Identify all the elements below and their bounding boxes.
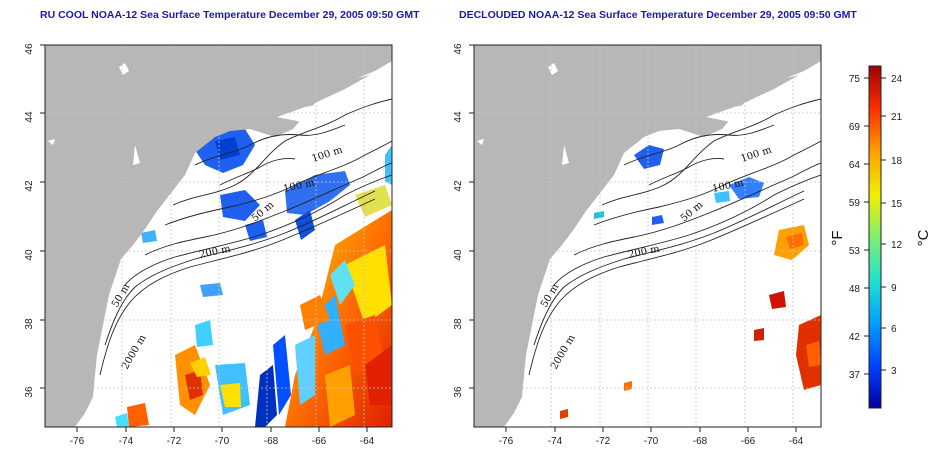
lon-tick-label: -66 <box>741 436 756 447</box>
tick-marks <box>40 44 797 432</box>
colorbar-gradient <box>868 65 882 409</box>
fahrenheit-tick: 42 <box>849 332 861 343</box>
fahrenheit-tick: 48 <box>849 284 861 295</box>
right-x-axis: -76 -74 -72 -70 -68 -66 -64 <box>499 436 804 447</box>
lon-tick-label: -64 <box>360 436 375 447</box>
lon-tick-label: -70 <box>644 436 659 447</box>
lon-tick-label: -68 <box>693 436 708 447</box>
celsius-tick: 3 <box>891 366 897 377</box>
lat-tick-label: 40 <box>453 249 464 261</box>
left-y-axis: 46 44 42 40 38 36 <box>24 43 35 398</box>
right-panel-title: DECLOUDED NOAA-12 Sea Surface Temperatur… <box>459 9 857 21</box>
celsius-tick: 12 <box>891 240 903 251</box>
lat-tick-label: 38 <box>453 318 464 330</box>
lon-tick-label: -68 <box>264 436 279 447</box>
fahrenheit-tick: 37 <box>849 370 861 381</box>
celsius-tick: 9 <box>891 283 897 294</box>
lon-tick-label: -74 <box>119 436 134 447</box>
fahrenheit-tick: 64 <box>849 160 861 171</box>
right-y-axis: 46 44 42 40 38 36 <box>453 43 464 398</box>
lon-tick-label: -64 <box>789 436 804 447</box>
lat-tick-label: 44 <box>24 111 35 123</box>
fahrenheit-unit-label: °F <box>829 230 846 245</box>
lon-tick-label: -74 <box>548 436 563 447</box>
lat-tick-label: 40 <box>24 249 35 261</box>
fahrenheit-tick: 75 <box>849 74 861 85</box>
left-map-panel <box>44 44 393 428</box>
fahrenheit-tick: 69 <box>849 122 861 133</box>
fahrenheit-tick: 53 <box>849 246 861 257</box>
left-x-axis: -76 -74 -72 -70 -68 -66 -64 <box>70 436 375 447</box>
celsius-tick: 18 <box>891 156 903 167</box>
left-sst-data <box>115 125 392 427</box>
celsius-tick: 21 <box>891 112 903 123</box>
right-map-panel <box>473 44 822 428</box>
lat-tick-label: 44 <box>453 111 464 123</box>
lon-tick-label: -76 <box>499 436 514 447</box>
left-panel-title: RU COOL NOAA-12 Sea Surface Temperature … <box>40 9 420 21</box>
lat-tick-label: 42 <box>453 180 464 192</box>
lon-tick-label: -66 <box>312 436 327 447</box>
lat-tick-label: 46 <box>453 43 464 55</box>
lat-tick-label: 42 <box>24 180 35 192</box>
lon-tick-label: -72 <box>596 436 611 447</box>
lat-tick-label: 46 <box>24 43 35 55</box>
lon-tick-label: -70 <box>215 436 230 447</box>
lon-tick-label: -76 <box>70 436 85 447</box>
lat-tick-label: 38 <box>24 318 35 330</box>
lon-tick-label: -72 <box>167 436 182 447</box>
colorbar: 75 69 64 59 53 48 42 37 24 21 18 15 12 9… <box>829 65 932 409</box>
fahrenheit-tick: 59 <box>849 198 861 209</box>
celsius-tick: 24 <box>891 74 903 85</box>
celsius-tick: 15 <box>891 199 903 210</box>
lat-tick-label: 36 <box>453 386 464 398</box>
celsius-unit-label: °C <box>915 229 932 246</box>
lat-tick-label: 36 <box>24 386 35 398</box>
celsius-tick: 6 <box>891 324 897 335</box>
